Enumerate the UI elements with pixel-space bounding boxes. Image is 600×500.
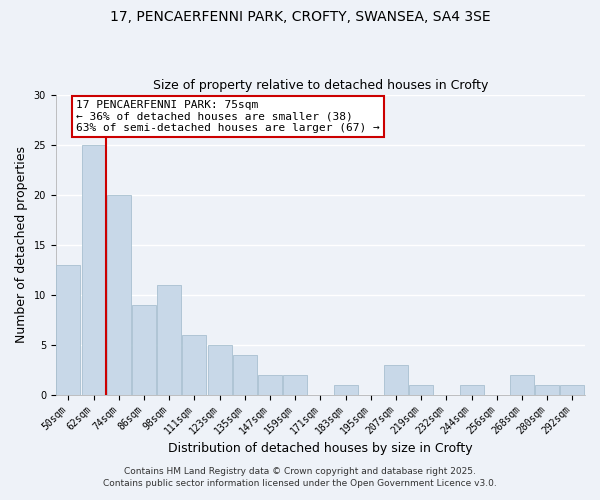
Bar	[107, 194, 131, 394]
X-axis label: Distribution of detached houses by size in Crofty: Distribution of detached houses by size …	[168, 442, 473, 455]
Bar	[157, 284, 181, 395]
Bar	[409, 384, 433, 394]
Bar	[132, 304, 156, 394]
Bar	[334, 384, 358, 394]
Bar	[460, 384, 484, 394]
Bar	[560, 384, 584, 394]
Bar	[233, 354, 257, 395]
Text: Contains HM Land Registry data © Crown copyright and database right 2025.
Contai: Contains HM Land Registry data © Crown c…	[103, 466, 497, 487]
Bar	[510, 374, 534, 394]
Bar	[535, 384, 559, 394]
Bar	[56, 264, 80, 394]
Bar	[258, 374, 282, 394]
Bar	[283, 374, 307, 394]
Bar	[182, 334, 206, 394]
Text: 17 PENCAERFENNI PARK: 75sqm
← 36% of detached houses are smaller (38)
63% of sem: 17 PENCAERFENNI PARK: 75sqm ← 36% of det…	[76, 100, 380, 133]
Y-axis label: Number of detached properties: Number of detached properties	[15, 146, 28, 343]
Title: Size of property relative to detached houses in Crofty: Size of property relative to detached ho…	[153, 79, 488, 92]
Bar	[208, 344, 232, 395]
Text: 17, PENCAERFENNI PARK, CROFTY, SWANSEA, SA4 3SE: 17, PENCAERFENNI PARK, CROFTY, SWANSEA, …	[110, 10, 490, 24]
Bar	[384, 364, 408, 394]
Bar	[82, 144, 106, 394]
